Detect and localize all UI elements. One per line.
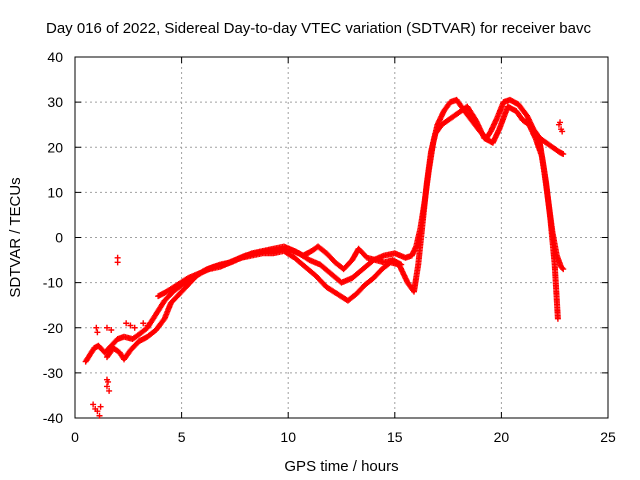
data-point-outliers — [144, 322, 151, 329]
data-point-outliers — [108, 327, 115, 334]
data-point-outliers — [127, 322, 134, 329]
y-tick-label: 10 — [47, 184, 63, 200]
chart-title: Day 016 of 2022, Sidereal Day-to-day VTE… — [46, 20, 591, 37]
data-point-outliers — [90, 401, 97, 408]
data-point-outliers — [96, 412, 103, 419]
axis-ticks: 0 5 10 15 20 25 -40 -30 -20 -10 0 10 20 30 40 — [43, 49, 616, 445]
data-point-track-d — [560, 266, 567, 273]
data-point-track-d — [559, 264, 566, 271]
data-point-outliers — [557, 119, 564, 126]
y-tick-label: -30 — [43, 365, 63, 381]
data-point-outliers — [93, 324, 100, 331]
data-point-track-d — [535, 138, 542, 145]
data-point-outliers — [123, 320, 130, 327]
x-axis-label: GPS time / hours — [284, 458, 398, 475]
data-point-outliers — [97, 403, 104, 410]
data-point-outliers — [94, 408, 101, 415]
data-point-track-b — [554, 315, 561, 322]
data-point-track-c — [398, 261, 405, 268]
x-tick-label: 25 — [600, 429, 616, 445]
data-point-outliers — [140, 320, 147, 327]
data-point-outliers — [131, 324, 138, 331]
y-tick-label: -40 — [43, 410, 63, 426]
x-tick-label: 5 — [178, 429, 186, 445]
data-point-outliers — [106, 387, 113, 394]
y-axis-label: SDTVAR / TECUs — [7, 177, 24, 297]
x-tick-label: 10 — [280, 429, 296, 445]
grid — [75, 57, 608, 418]
data-point-outliers — [103, 324, 110, 331]
data-point-track-a — [560, 151, 567, 158]
y-tick-label: 40 — [47, 49, 63, 65]
data-point-outliers — [94, 329, 101, 336]
data-point-outliers — [114, 259, 121, 266]
data-points — [82, 96, 567, 419]
y-tick-label: 30 — [47, 94, 63, 110]
data-point-outliers — [559, 128, 566, 135]
data-point-outliers — [103, 383, 110, 390]
y-tick-label: -20 — [43, 320, 63, 336]
y-tick-label: 0 — [55, 230, 63, 246]
x-tick-label: 15 — [387, 429, 403, 445]
x-tick-label: 0 — [71, 429, 79, 445]
y-tick-label: 20 — [47, 139, 63, 155]
data-point-outliers — [105, 378, 112, 385]
x-tick-label: 20 — [494, 429, 510, 445]
y-tick-label: -10 — [43, 275, 63, 291]
